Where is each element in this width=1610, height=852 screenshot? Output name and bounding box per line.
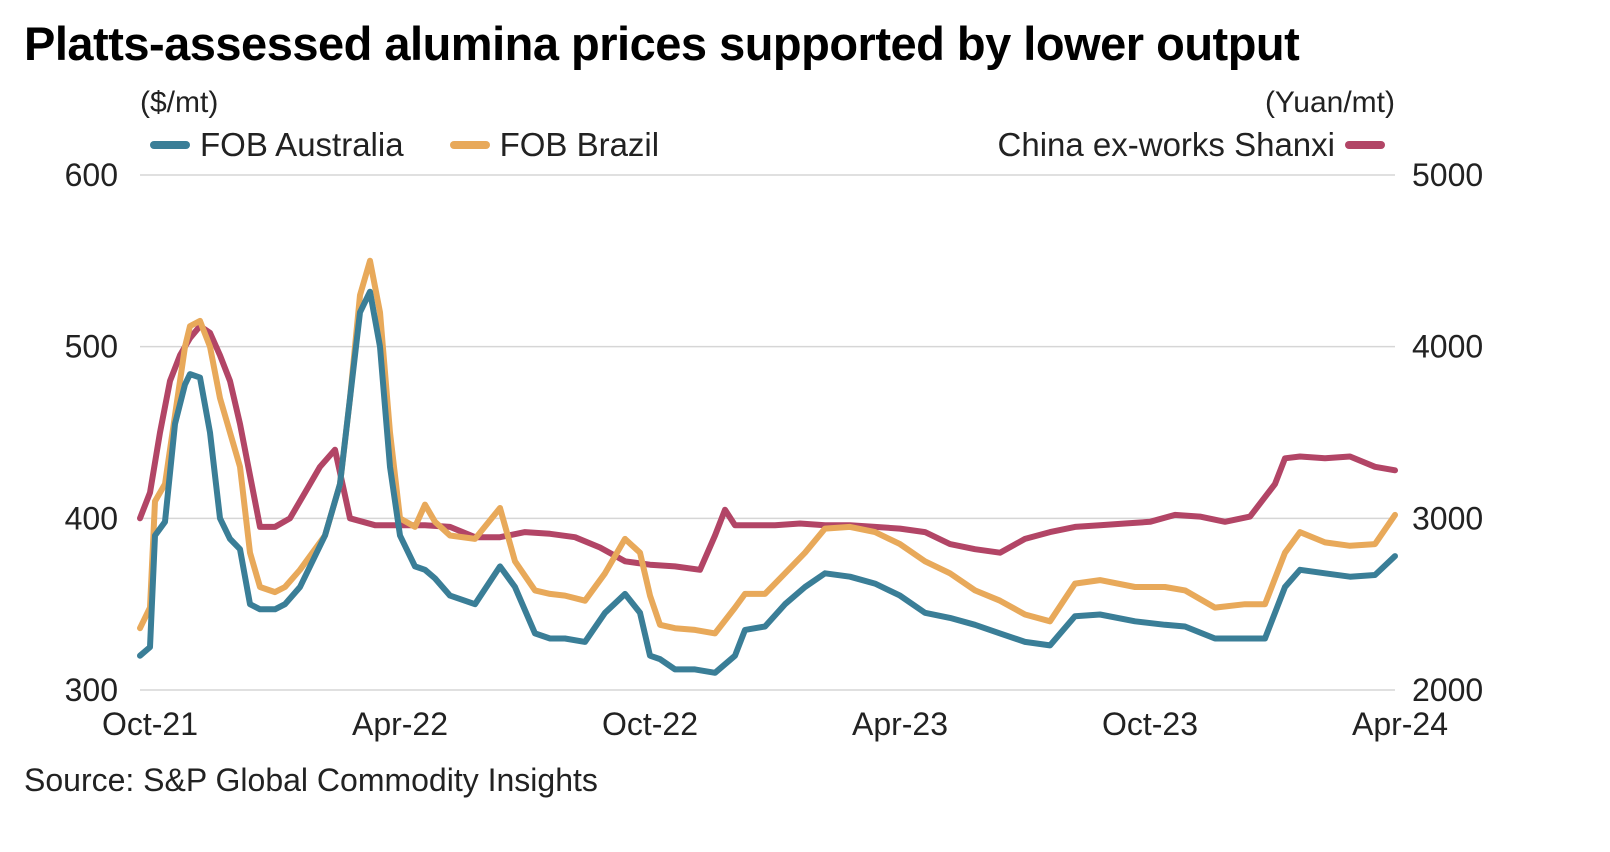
- legend-label-fob-australia: FOB Australia: [200, 126, 404, 163]
- legend-item-fob-brazil: FOB Brazil: [440, 126, 660, 164]
- x-tick-label-oct-22: Oct-22: [602, 706, 698, 742]
- source-note: Source: S&P Global Commodity Insights: [24, 762, 598, 798]
- legend-item-china-shanxi: China ex-works Shanxi: [998, 126, 1395, 164]
- right-tick-label-2000: 2000: [1412, 672, 1483, 708]
- legend-left: FOB Australia FOB Brazil: [140, 126, 695, 164]
- x-tick-label-oct-21: Oct-21: [102, 706, 198, 742]
- legend-label-fob-brazil: FOB Brazil: [499, 126, 660, 163]
- legend-swatch-fob-brazil: [449, 141, 490, 149]
- right-tick-label-3000: 3000: [1412, 500, 1483, 536]
- right-tick-label-4000: 4000: [1412, 329, 1483, 365]
- legend-item-fob-australia: FOB Australia: [140, 126, 404, 164]
- series-line-china-ex-works-shanxi: [137, 323, 1398, 573]
- series-line-fob-brazil: [137, 257, 1398, 637]
- chart-title: Platts-assessed alumina prices supported…: [24, 17, 1300, 70]
- x-tick-label-apr-22: Apr-22: [352, 706, 448, 742]
- left-axis-unit: ($/mt): [140, 86, 219, 119]
- left-tick-label-600: 600: [65, 157, 118, 193]
- right-axis-unit: (Yuan/mt): [1264, 86, 1395, 119]
- x-tick-label-apr-23: Apr-23: [852, 706, 948, 742]
- legend-swatch-fob-australia: [150, 141, 190, 149]
- legend-swatch-china-shanxi: [1345, 141, 1385, 149]
- x-tick-label-apr-24: Apr-24: [1352, 706, 1448, 742]
- x-tick-label-oct-23: Oct-23: [1102, 706, 1198, 742]
- right-tick-label-5000: 5000: [1412, 157, 1483, 193]
- left-tick-label-300: 300: [65, 672, 118, 708]
- series-line-fob-australia: [137, 288, 1398, 676]
- legend-right: China ex-works Shanxi: [998, 126, 1395, 164]
- left-tick-label-500: 500: [65, 329, 118, 365]
- left-tick-label-400: 400: [65, 500, 118, 536]
- legend-label-china-shanxi: China ex-works Shanxi: [997, 126, 1335, 163]
